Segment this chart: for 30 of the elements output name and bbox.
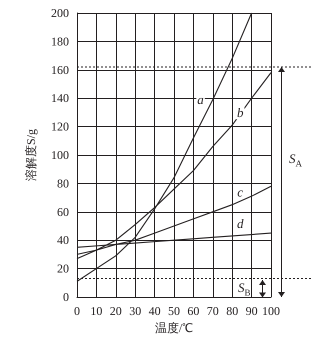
y-tick-label: 100: [51, 148, 69, 162]
y-tick-label: 60: [57, 204, 69, 219]
y-tick-label: 160: [51, 62, 69, 77]
series-label: d: [236, 216, 244, 231]
x-axis-title: 温度/℃: [154, 320, 194, 335]
x-tick-label: 100: [262, 304, 280, 318]
y-tick-label: 200: [51, 6, 69, 20]
y-tick-label: 80: [57, 176, 69, 190]
x-tick-label: 40: [148, 304, 161, 318]
x-tick-label: 90: [246, 304, 258, 318]
y-tick-label: 40: [57, 233, 69, 248]
x-tick-label: 20: [110, 304, 122, 318]
x-tick-label: 0: [74, 304, 80, 318]
x-tick-label: 70: [206, 304, 219, 318]
series-label: b: [236, 105, 244, 120]
series-label: a: [197, 92, 204, 108]
text: S$_{A}$: [289, 150, 302, 169]
x-tick-label: 80: [226, 304, 238, 318]
series-label: c: [237, 184, 244, 200]
x-tick-label: 60: [187, 304, 200, 318]
x-tick-label: 50: [168, 304, 180, 318]
y-tick-label: 120: [51, 120, 69, 134]
y-tick-label: 20: [57, 262, 69, 276]
y-tick-label: 180: [51, 34, 69, 48]
x-tick-label: 10: [90, 304, 102, 318]
y-tick-label: 0: [63, 290, 69, 304]
x-tick-label: 30: [129, 304, 142, 318]
y-tick-label: 140: [51, 91, 69, 106]
annotation: S$_{B}$: [238, 280, 251, 298]
y-axis-title: 溶解度S/g: [24, 128, 38, 182]
